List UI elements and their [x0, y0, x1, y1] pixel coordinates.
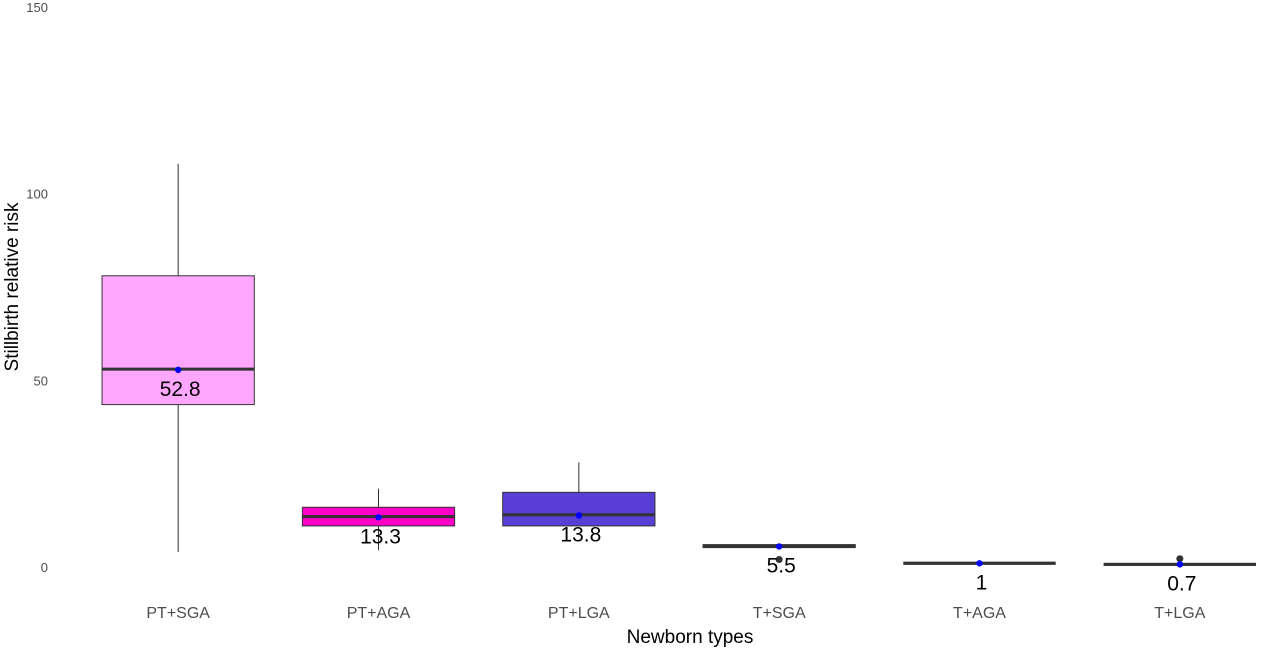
- x-axis-title: Newborn types: [627, 627, 754, 648]
- box-group: 13.8: [502, 462, 656, 546]
- data-label: 13.8: [560, 523, 601, 546]
- mean-point: [976, 560, 983, 567]
- mean-point: [174, 366, 182, 374]
- data-label: 1: [976, 571, 988, 594]
- x-tick-label: T+AGA: [953, 605, 1006, 622]
- mean-point: [375, 514, 382, 521]
- x-tick-label: PT+AGA: [347, 605, 411, 622]
- box-series: 52.8 13.3 13.8 5.5 1 0.7: [101, 163, 1256, 595]
- box-group: 0.7: [1103, 555, 1256, 595]
- x-axis-ticks: PT+SGA PT+AGA PT+LGA T+SGA T+AGA T+LGA: [146, 605, 1205, 622]
- box-group: 5.5: [702, 543, 856, 577]
- y-tick-label: 50: [34, 373, 48, 388]
- data-label: 5.5: [767, 554, 796, 577]
- y-tick-label: 100: [26, 187, 48, 202]
- y-axis-ticks: 0 50 100 150: [26, 0, 48, 575]
- data-label: 13.3: [360, 525, 401, 548]
- x-tick-label: PT+SGA: [146, 605, 210, 622]
- box-rect: [502, 491, 656, 527]
- box-group: 13.3: [301, 488, 456, 551]
- outlier-point: [1176, 555, 1184, 563]
- mean-point: [1176, 561, 1184, 568]
- outlier-point: [775, 556, 783, 564]
- mean-point: [775, 543, 783, 550]
- x-tick-label: T+LGA: [1154, 605, 1205, 622]
- x-tick-label: T+SGA: [753, 605, 806, 622]
- box-rect: [101, 275, 255, 406]
- box-group: 52.8: [101, 163, 255, 553]
- mean-point: [575, 512, 583, 519]
- data-label: 0.7: [1167, 572, 1196, 595]
- y-axis-title: Stillbirth relative risk: [2, 202, 23, 371]
- x-tick-label: PT+LGA: [548, 605, 610, 622]
- y-tick-label: 150: [26, 0, 48, 15]
- data-label: 52.8: [160, 378, 201, 401]
- box-group: 1: [903, 560, 1056, 594]
- y-tick-label: 0: [41, 560, 48, 575]
